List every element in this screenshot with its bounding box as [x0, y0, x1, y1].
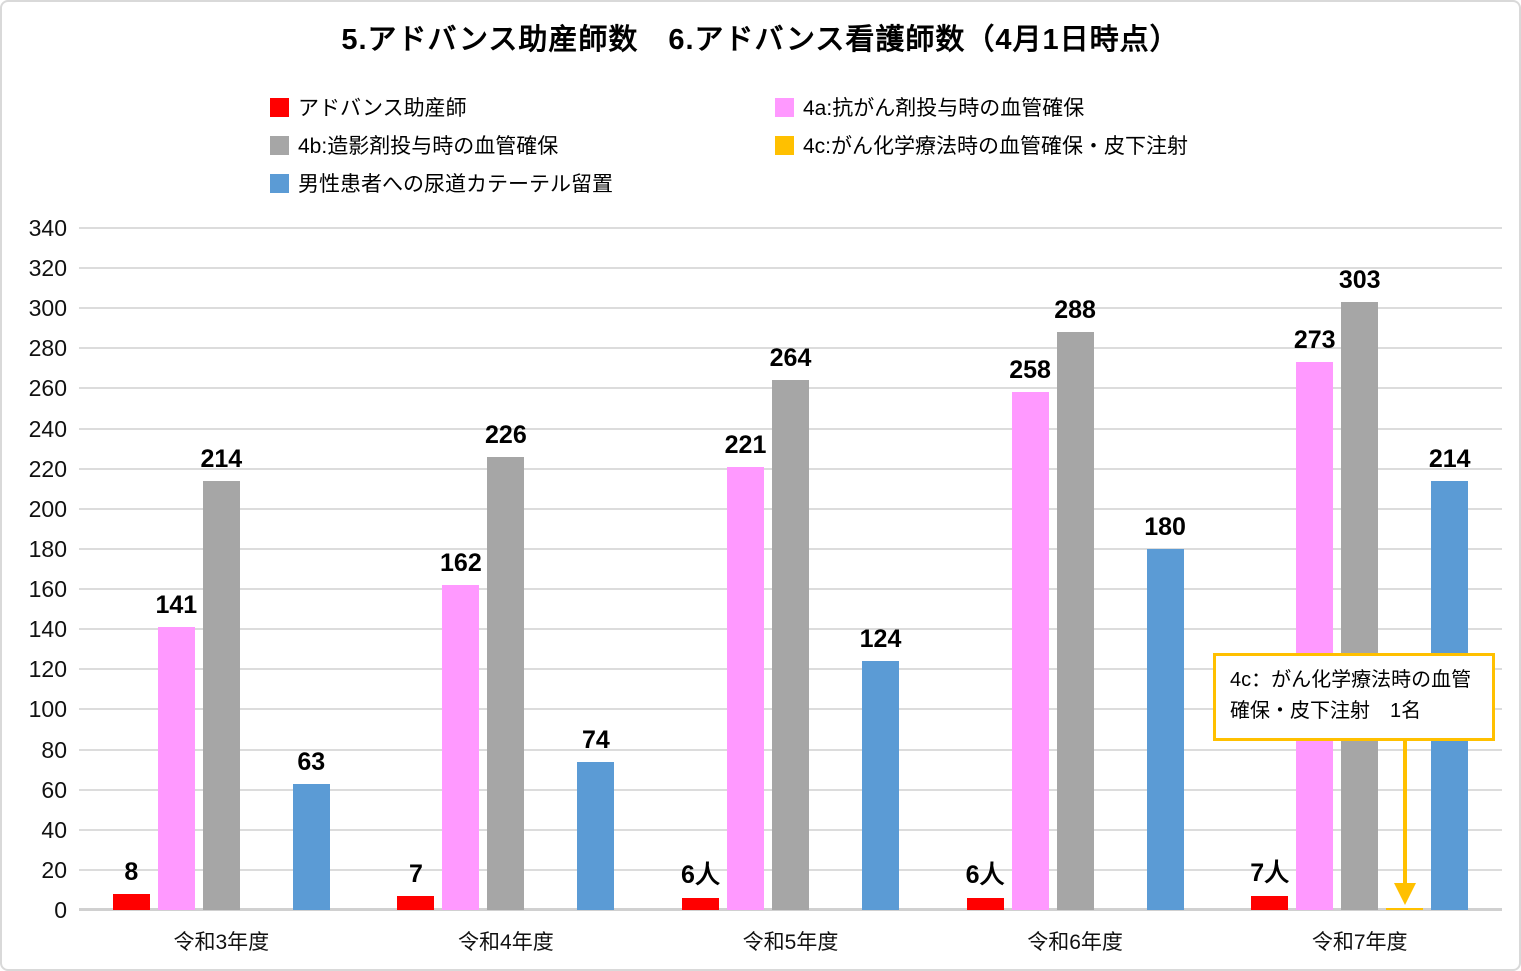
x-category-label: 令和4年度: [458, 931, 554, 954]
bar-4a:抗がん剤投与時の血管確保-令和3年度: [157, 627, 195, 910]
y-tick-label: 260: [28, 375, 67, 402]
bar-4a:抗がん剤投与時の血管確保-令和4年度: [442, 585, 480, 910]
y-tick-label: 180: [28, 535, 67, 562]
gridline: [79, 227, 1502, 229]
bar-4a:抗がん剤投与時の血管確保-令和6年度: [1011, 392, 1049, 910]
gridline: [79, 267, 1502, 270]
bar-value-label: 7: [408, 859, 423, 888]
legend-item-0: アドバンス助産師: [270, 92, 775, 122]
x-category-label: 令和5年度: [742, 931, 839, 954]
bar-value-label: 214: [1428, 444, 1471, 473]
y-tick-label: 100: [28, 696, 67, 723]
legend: アドバンス助産師 4a:抗がん剤投与時の血管確保 4b:造影剤投与時の血管確保 4c:…: [270, 88, 1188, 202]
bar-4b:造影剤投与時の血管確保-令和3年度: [202, 480, 240, 910]
bar-アドバンス助産師-令和4年度: [397, 895, 435, 910]
y-tick-label: 60: [41, 776, 67, 803]
x-category-label: 令和7年度: [1311, 931, 1408, 954]
legend-item-4: 男性患者への尿道カテーテル留置: [270, 168, 775, 198]
x-category-label: 令和3年度: [173, 931, 270, 954]
y-tick-label: 120: [28, 656, 67, 683]
legend-swatch-icon: [270, 97, 289, 117]
y-tick-label: 40: [41, 816, 67, 843]
y-tick-label: 340: [28, 215, 67, 241]
bar-value-label: 214: [200, 444, 243, 473]
bar-男性患者への尿道カテーテル留置-令和3年度: [292, 783, 330, 910]
bar-value-label: 303: [1338, 266, 1381, 295]
chart-title: 5.アドバンス助産師数 6.アドバンス看護師数（4月1日時点）: [341, 24, 1180, 56]
bar-アドバンス助産師-令和6年度: [966, 897, 1004, 910]
y-tick-label: 220: [28, 455, 67, 482]
bar-value-label: 258: [1009, 356, 1051, 385]
bar-4b:造影剤投与時の血管確保-令和4年度: [487, 456, 525, 910]
bar-4b:造影剤投与時の血管確保-令和6年度: [1056, 332, 1094, 910]
bar-男性患者への尿道カテーテル留置-令和6年度: [1146, 548, 1184, 910]
legend-label: 4c:がん化学療法時の血管確保・皮下注射: [803, 135, 1189, 158]
bar-value-label: 221: [724, 430, 767, 459]
y-tick-label: 320: [28, 255, 67, 282]
x-category-label: 令和6年度: [1027, 931, 1123, 954]
y-tick-label: 240: [28, 415, 67, 442]
y-tick-label: 300: [28, 295, 67, 322]
bar-value-label: 7人: [1250, 858, 1290, 887]
bar-value-label: 288: [1054, 296, 1096, 325]
bar-value-label: 63: [297, 747, 326, 776]
annotation-text: 4c：がん化学療法時の血管確保・皮下注射 1名: [1230, 669, 1472, 722]
legend-item-2: 4b:造影剤投与時の血管確保: [270, 130, 775, 160]
bar-value-label: 226: [485, 420, 527, 449]
legend-swatch-icon: [775, 135, 794, 155]
annotation-arrow-line: [1402, 741, 1407, 885]
bar-value-label: 6人: [681, 860, 720, 889]
y-tick-label: 20: [41, 856, 67, 883]
bar-4a:抗がん剤投与時の血管確保-令和5年度: [727, 466, 764, 910]
y-tick-label: 0: [54, 897, 67, 923]
gridline: [79, 307, 1502, 310]
bar-value-label: 180: [1144, 512, 1186, 541]
plot-area: 8 7 6人 6人 7人 141 162 221 258 273 214 226 264 288 303 63…: [79, 227, 1502, 911]
legend-swatch-icon: [775, 97, 794, 117]
legend-item-1: 4a:抗がん剤投与時の血管確保: [775, 92, 1188, 122]
gridline: [79, 347, 1502, 350]
bar-4a:抗がん剤投与時の血管確保-令和7年度: [1296, 362, 1334, 910]
bar-value-label: 124: [859, 625, 902, 654]
bar-value-label: 6人: [965, 860, 1005, 889]
legend-label: 4a:抗がん剤投与時の血管確保: [803, 97, 1085, 120]
bar-value-label: 273: [1293, 326, 1336, 355]
legend-item-3: 4c:がん化学療法時の血管確保・皮下注射: [775, 130, 1188, 160]
annotation-arrow-head-icon: [1393, 882, 1416, 905]
bar-4b:造影剤投与時の血管確保-令和5年度: [772, 380, 809, 910]
bar-4b:造影剤投与時の血管確保-令和7年度: [1341, 302, 1379, 910]
bar-value-label: 264: [769, 344, 812, 373]
legend-swatch-icon: [270, 173, 289, 193]
bar-アドバンス助産師-令和7年度: [1251, 895, 1289, 910]
y-tick-label: 160: [28, 576, 67, 603]
legend-swatch-icon: [270, 135, 289, 155]
bar-value-label: 74: [581, 725, 610, 754]
annotation-callout: 4c：がん化学療法時の血管確保・皮下注射 1名: [1213, 653, 1495, 741]
y-tick-label: 200: [28, 495, 67, 522]
bar-アドバンス助産師-令和3年度: [112, 893, 150, 910]
bar-4c:がん化学療法時の血管確保・皮下注射-令和7年度: [1386, 908, 1424, 910]
y-tick-label: 280: [28, 335, 67, 362]
bar-男性患者への尿道カテーテル留置-令和5年度: [862, 661, 899, 910]
legend-label: 男性患者への尿道カテーテル留置: [298, 173, 613, 196]
bar-アドバンス助産師-令和5年度: [682, 897, 719, 910]
y-tick-label: 140: [28, 616, 67, 643]
y-tick-label: 80: [41, 736, 67, 763]
legend-label: アドバンス助産師: [298, 97, 467, 120]
bar-value-label: 162: [440, 549, 482, 578]
bar-男性患者への尿道カテーテル留置-令和4年度: [577, 761, 615, 910]
legend-label: 4b:造影剤投与時の血管確保: [298, 135, 559, 158]
bar-value-label: 8: [124, 857, 139, 886]
bar-value-label: 141: [155, 591, 198, 620]
